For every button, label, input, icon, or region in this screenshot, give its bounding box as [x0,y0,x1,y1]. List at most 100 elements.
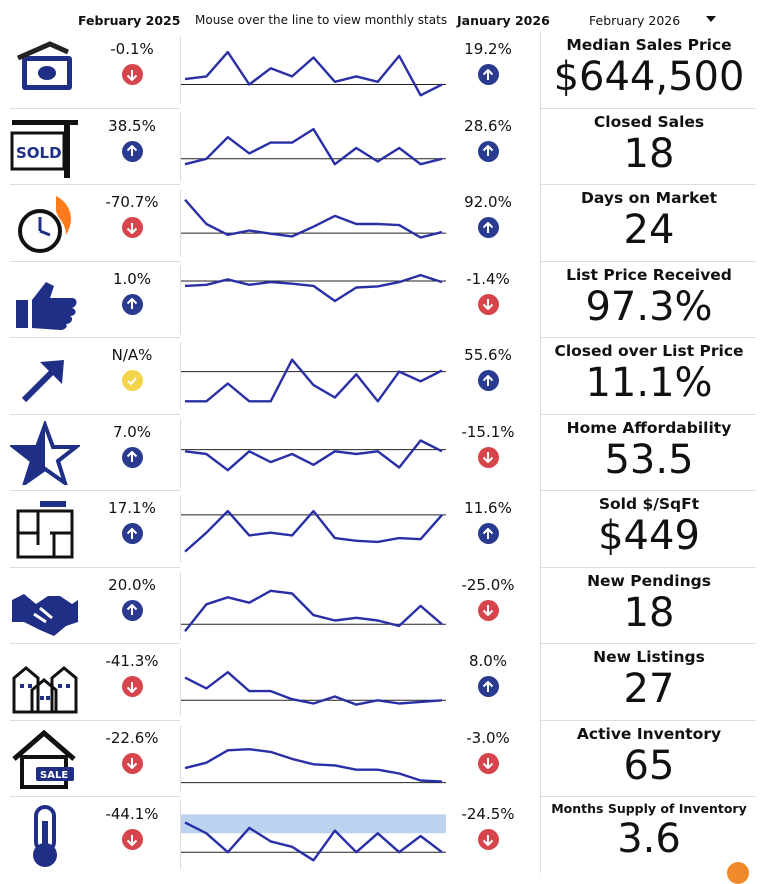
row-divider [10,107,180,109]
prev-change: 17.1% [96,491,168,544]
row-divider [540,260,756,262]
arrow-down-icon [121,217,143,238]
stat-value: 65 [623,742,675,789]
stat-row: 1.0% -1.4% List Price Received 97.3% [0,261,763,338]
prev-change-value: 7.0% [112,422,152,441]
cur-change-value: -3.0% [466,728,510,747]
arrow-up-icon [121,140,143,162]
cur-change-value: 11.6% [464,499,512,517]
stat-label: Active Inventory [576,724,722,743]
stat-label: Median Sales Price [566,36,732,54]
arrow-up-icon [121,293,143,315]
trend-sparkline[interactable] [180,801,446,869]
stat-label: Closed over List Price [554,342,744,360]
trend-sparkline[interactable] [180,342,446,410]
help-badge-icon[interactable] [727,862,749,884]
stat-row: N/A% 55.6% Closed over List Price 11.1% [0,338,763,414]
cur-change: 8.0% [452,644,524,697]
stat-value: 97.3% [585,283,713,330]
cur-change: 11.6% [452,491,524,544]
prev-change: N/A% [96,338,168,391]
trend-sparkline[interactable] [180,648,446,716]
prev-change: -22.6% [96,721,168,774]
stat-summary: List Price Received 97.3% [540,261,757,338]
trend-line [184,747,443,783]
svg-text:SALE: SALE [40,770,68,781]
stat-summary: Closed over List Price 11.1% [540,338,757,414]
stat-value: 18 [623,589,675,636]
arrow-down-icon [121,752,143,774]
stat-value: 24 [623,207,675,253]
arrow-up-icon [121,599,143,621]
trend-sparkline[interactable] [180,189,446,257]
stat-label: Months Supply of Inventory [551,801,747,816]
row-divider [540,566,756,568]
cur-change: -15.1% [452,415,524,468]
stat-summary: Months Supply of Inventory 3.6 [540,797,757,873]
arrow-up-icon [477,370,499,391]
cur-change-value: 19.2% [464,40,512,58]
row-divider [540,643,756,644]
cur-period-label: January 2026 [457,13,550,28]
trend-sparkline[interactable] [180,112,446,181]
stopwatch-fire-icon [18,196,71,253]
trend-sparkline[interactable] [180,495,446,563]
prev-change-value: -0.1% [110,40,154,58]
row-divider [540,796,756,797]
trend-sparkline[interactable] [180,571,446,640]
cur-change-value: 28.6% [464,116,512,135]
cur-change: 92.0% [452,185,524,238]
trend-arrow-icon [21,360,64,403]
arrow-down-icon [121,829,143,850]
thumbs-up-icon [16,281,77,330]
trend-line [184,50,443,97]
stat-label: Days on Market [581,189,717,207]
arrow-up-icon [477,217,499,238]
stat-summary: Closed Sales 18 [540,108,757,185]
stat-row: SOLD 38.5% 28.6% Closed Sales 18 [0,108,763,185]
arrow-down-icon [121,64,143,85]
check-icon [121,370,143,391]
stat-row: -41.3% 8.0% New Listings 27 [0,644,763,720]
stat-value: 53.5 [604,436,694,483]
star-icon [10,420,80,485]
cur-change: -3.0% [452,721,524,774]
arrow-up-icon [121,446,143,468]
thermometer-icon [33,805,57,867]
trend-sparkline[interactable] [180,265,446,334]
cur-change: 19.2% [452,32,524,85]
row-divider [10,337,180,338]
prev-change-value: 38.5% [108,116,156,135]
prev-change: 38.5% [96,109,168,162]
sparkline-chart [181,814,446,862]
cur-change-value: -25.0% [461,575,515,594]
sparkline-chart [181,50,446,97]
trend-sparkline[interactable] [180,724,446,793]
row-divider [540,719,756,721]
row-divider [540,107,756,109]
row-divider [10,643,180,644]
stat-summary: Sold $/SqFt $449 [540,491,757,567]
trend-line [184,671,443,706]
stat-row: 17.1% 11.6% Sold $/SqFt $449 [0,491,763,567]
prev-change: 7.0% [96,415,168,468]
trend-sparkline[interactable] [180,418,446,487]
stat-row: -44.1% -24.5% Months Supply of Inventory… [0,797,763,873]
stat-value: 18 [623,130,675,177]
prev-period-label: February 2025 [78,13,181,28]
arrow-down-icon [477,446,499,468]
prev-change-value: 17.1% [108,499,156,517]
period-select[interactable]: February 2026 [589,13,681,28]
trend-sparkline[interactable] [180,36,446,104]
chevron-down-icon[interactable] [706,16,716,22]
sparkline-chart [181,671,446,706]
prev-change-value: -41.3% [105,652,159,670]
sparkline-chart [181,589,446,632]
stat-label: Sold $/SqFt [598,495,700,513]
trend-line [184,509,443,553]
header: February 2025 Mouse over the line to vie… [0,0,763,32]
stat-value: 11.1% [585,360,713,406]
sparkline-chart [181,273,446,302]
row-divider [10,413,180,415]
cur-change: -24.5% [452,797,524,850]
